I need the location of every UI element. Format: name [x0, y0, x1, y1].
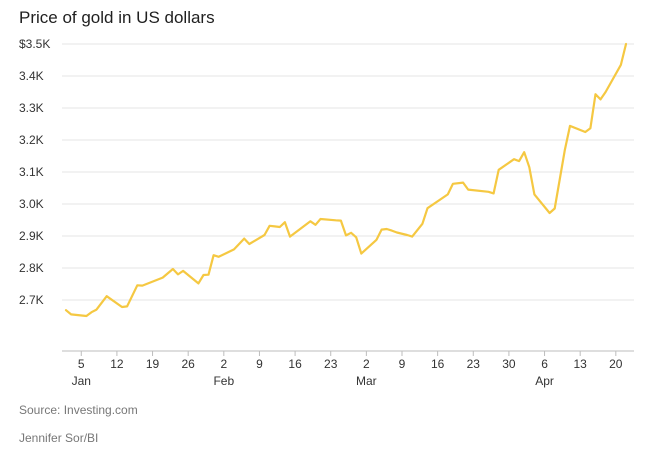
x-tick-label: 2	[220, 357, 227, 371]
x-axis-tick-labels: 5 Jan 12 19 26 2 Feb 9 16 23 2 Mar 9 16 23 30 6 Apr 13 20	[72, 351, 623, 388]
y-tick-label: $3.5K	[19, 37, 50, 51]
x-tick-label: 20	[609, 357, 623, 371]
x-tick-label: 2	[363, 357, 370, 371]
y-tick-label: 2.7K	[19, 293, 44, 307]
x-tick-label: 9	[256, 357, 263, 371]
x-month-label: Feb	[213, 374, 234, 388]
x-month-label: Jan	[72, 374, 91, 388]
y-tick-label: 2.9K	[19, 229, 44, 243]
x-tick-label: 19	[146, 357, 160, 371]
y-tick-label: 3.3K	[19, 101, 44, 115]
y-tick-label: 3.4K	[19, 69, 44, 83]
x-tick-label: 12	[110, 357, 124, 371]
x-tick-label: 13	[574, 357, 588, 371]
x-tick-label: 23	[324, 357, 338, 371]
x-tick-label: 16	[288, 357, 302, 371]
x-tick-label: 16	[431, 357, 445, 371]
y-axis-tick-labels: 2.7K 2.8K 2.9K 3.0K 3.1K 3.2K 3.3K 3.4K $3.5K	[19, 37, 50, 307]
x-month-label: Mar	[356, 374, 377, 388]
source-note: Source: Investing.com	[19, 403, 138, 417]
chart-title: Price of gold in US dollars	[19, 8, 215, 27]
x-tick-label: 26	[182, 357, 196, 371]
x-month-label: Apr	[535, 374, 554, 388]
y-tick-label: 3.2K	[19, 133, 44, 147]
credit-note: Jennifer Sor/BI	[19, 431, 99, 445]
x-tick-label: 6	[541, 357, 548, 371]
y-tick-label: 3.0K	[19, 197, 44, 211]
x-tick-label: 30	[502, 357, 516, 371]
x-tick-label: 9	[399, 357, 406, 371]
x-tick-label: 23	[467, 357, 481, 371]
series-line-gold-price	[64, 42, 628, 318]
gridlines	[62, 43, 634, 352]
y-tick-label: 2.8K	[19, 261, 44, 275]
series-layer	[64, 42, 628, 318]
y-tick-label: 3.1K	[19, 165, 44, 179]
x-tick-label: 5	[78, 357, 85, 371]
